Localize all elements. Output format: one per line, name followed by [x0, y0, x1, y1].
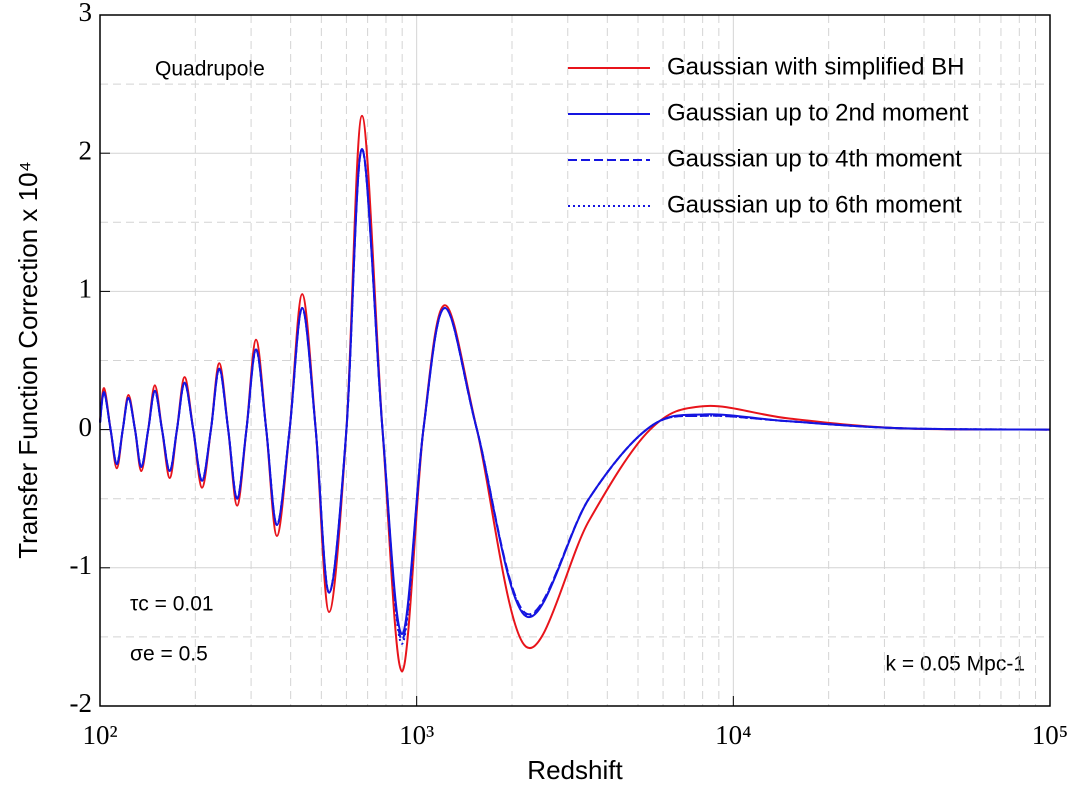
legend-label: Gaussian with simplified BH [667, 53, 964, 80]
legend-label: Gaussian up to 2nd moment [667, 99, 969, 126]
x-axis-title: Redshift [527, 755, 623, 785]
annotation: Quadrupole [155, 58, 265, 81]
annotation: σe = 0.5 [130, 643, 208, 666]
y-tick-label: -2 [70, 688, 93, 718]
y-tick-label: -1 [70, 550, 93, 580]
x-tick-label: 10² [82, 720, 117, 750]
legend-label: Gaussian up to 4th moment [667, 145, 962, 172]
x-tick-label: 10⁴ [715, 720, 751, 750]
plot-frame [99, 14, 1051, 707]
y-tick-label: 3 [79, 0, 93, 27]
y-axis-title: Transfer Function Correction x 10⁴ [13, 161, 43, 558]
legend-label: Gaussian up to 6th moment [667, 191, 962, 218]
series-line [99, 148, 1051, 645]
annotation: k = 0.05 Mpc-1 [886, 653, 1025, 676]
y-tick-label: 1 [79, 274, 93, 304]
series-line [99, 148, 1051, 641]
y-tick-label: 0 [79, 412, 93, 442]
annotation: τc = 0.01 [130, 593, 214, 616]
y-tick-label: 2 [79, 135, 93, 165]
x-tick-label: 10⁵ [1032, 720, 1068, 750]
x-tick-label: 10³ [399, 720, 434, 750]
